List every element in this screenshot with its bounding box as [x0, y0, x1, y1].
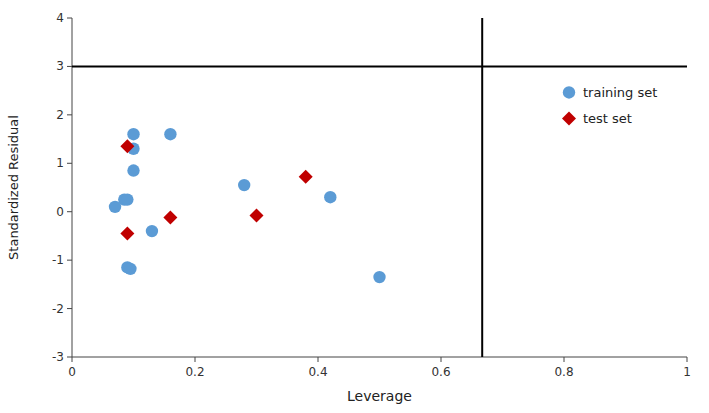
point: [124, 263, 136, 275]
point: [120, 227, 134, 241]
plot-area: [72, 18, 687, 357]
legend-marker: [563, 86, 575, 98]
point: [373, 271, 385, 283]
y-tick: [67, 211, 72, 212]
y-tick: [67, 114, 72, 115]
point: [238, 179, 250, 191]
y-tick: [67, 260, 72, 261]
point: [146, 225, 158, 237]
x-tick: [318, 357, 319, 362]
point: [127, 164, 139, 176]
x-tick: [564, 357, 565, 362]
point: [324, 191, 336, 203]
point: [299, 170, 313, 184]
x-tick: [195, 357, 196, 362]
axes: 0 0.2 0.4 0.6 0.8 1 -3 -2 -1 0 1 2 3 4: [52, 11, 691, 379]
y-tick-label: -1: [52, 253, 64, 267]
y-tick: [67, 308, 72, 309]
point: [163, 211, 177, 225]
reference-hline: [72, 65, 687, 67]
point: [127, 128, 139, 140]
x-tick: [687, 357, 688, 362]
series-1: [120, 139, 312, 240]
x-tick-label: 0.8: [554, 365, 573, 379]
point: [250, 209, 264, 223]
y-tick-label: 3: [56, 59, 64, 73]
legend: training set test set: [562, 85, 657, 126]
y-tick-label: 0: [56, 205, 64, 219]
x-tick-label: 0.4: [308, 365, 327, 379]
y-tick-label: -3: [52, 350, 64, 364]
x-tick-label: 0.2: [185, 365, 204, 379]
series-0: [109, 128, 386, 283]
background: [0, 0, 709, 413]
y-axis-label: Standardized Residual: [6, 115, 21, 260]
y-axis-line: [72, 18, 73, 357]
point: [164, 128, 176, 140]
y-tick: [67, 66, 72, 67]
legend-label: training set: [583, 85, 657, 100]
y-tick-label: -2: [52, 302, 64, 316]
x-tick-label: 1: [683, 365, 691, 379]
legend-label: test set: [583, 111, 632, 126]
chart: 0 0.2 0.4 0.6 0.8 1 -3 -2 -1 0 1 2 3 4 Leverage Standar…: [0, 0, 709, 413]
y-tick: [67, 18, 72, 19]
y-tick-label: 4: [56, 11, 64, 25]
x-tick: [441, 357, 442, 362]
x-tick-label: 0: [68, 365, 76, 379]
point: [120, 139, 134, 153]
y-tick-label: 2: [56, 108, 64, 122]
x-axis-line: [72, 357, 687, 358]
point: [121, 193, 133, 205]
y-tick: [67, 163, 72, 164]
y-tick-label: 1: [56, 156, 64, 170]
x-tick: [72, 357, 73, 362]
x-tick-label: 0.6: [431, 365, 450, 379]
legend-marker: [562, 111, 576, 125]
reference-vline: [481, 18, 483, 357]
y-tick: [67, 357, 72, 358]
x-axis-label: Leverage: [347, 388, 412, 404]
